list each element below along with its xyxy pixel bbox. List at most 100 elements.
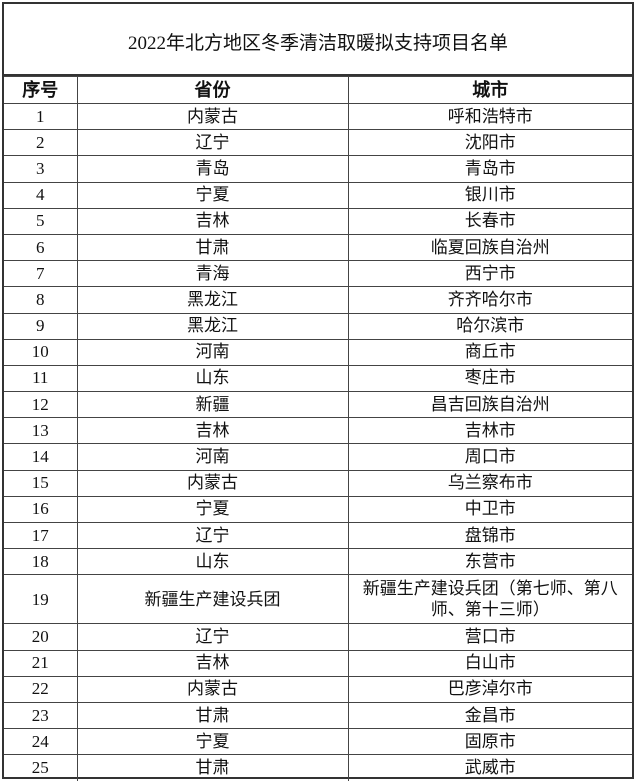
cell-province: 河南 (76, 443, 349, 471)
cell-city: 乌兰察布市 (347, 469, 632, 497)
cell-city: 吉林市 (347, 417, 632, 445)
cell-index: 10 (4, 338, 78, 366)
cell-index: 20 (4, 623, 78, 651)
cell-index: 21 (4, 649, 78, 677)
project-table: 序号 省份 城市 1 内蒙古 呼和浩特市 2 辽宁 沈阳市 3 青岛 青岛市 4 宁夏 银川市 5 吉林长… (4, 76, 632, 781)
table-row: 10 河南 商丘市 (4, 338, 632, 366)
cell-city: 固原市 (347, 728, 632, 756)
table-row: 6 甘肃 临夏回族自治州 (4, 233, 632, 262)
cell-city: 枣庄市 (347, 364, 632, 393)
header-city: 城市 (347, 76, 632, 104)
document-title: 2022年北方地区冬季清洁取暖拟支持项目名单 (4, 4, 632, 76)
table-row: 2 辽宁 沈阳市 (4, 129, 632, 157)
cell-index: 5 (4, 207, 78, 235)
cell-city: 长春市 (347, 207, 632, 235)
cell-city: 沈阳市 (347, 129, 632, 157)
cell-province: 内蒙古 (76, 469, 349, 497)
table-row: 19 新疆生产建设兵团 新疆生产建设兵团（第七师、第八师、第十三师） (4, 574, 632, 625)
cell-city: 武威市 (347, 754, 632, 781)
cell-city: 巴彦淖尔市 (347, 675, 632, 703)
cell-province: 河南 (76, 338, 349, 366)
table-row: 3 青岛 青岛市 (4, 155, 632, 183)
table-row: 20 辽宁 营口市 (4, 623, 632, 651)
table-row: 12 新疆 昌吉回族自治州 (4, 391, 632, 419)
cell-index: 24 (4, 728, 78, 756)
cell-province: 宁夏 (76, 181, 349, 209)
cell-index: 9 (4, 312, 78, 340)
table-row: 14 河南 周口市 (4, 443, 632, 471)
cell-index: 8 (4, 286, 78, 314)
cell-index: 3 (4, 155, 78, 183)
table-row: 5 吉林 长春市 (4, 207, 632, 235)
cell-index: 22 (4, 675, 78, 703)
table-row: 7 青海 西宁市 (4, 260, 632, 288)
header-province: 省份 (76, 76, 349, 104)
cell-province: 新疆 (76, 391, 349, 419)
cell-city: 哈尔滨市 (347, 312, 632, 340)
cell-city: 临夏回族自治州 (347, 233, 632, 262)
cell-city: 青岛市 (347, 155, 632, 183)
cell-province: 青岛 (76, 155, 349, 183)
cell-index: 23 (4, 701, 78, 730)
cell-province: 辽宁 (76, 129, 349, 157)
cell-city: 商丘市 (347, 338, 632, 366)
cell-index: 2 (4, 129, 78, 157)
table-row: 1 内蒙古 呼和浩特市 (4, 102, 632, 131)
table-row: 11 山东 枣庄市 (4, 364, 632, 393)
cell-city: 营口市 (347, 623, 632, 651)
cell-province: 内蒙古 (76, 102, 349, 131)
table-row: 25 甘肃 武威市 (4, 754, 632, 781)
cell-province: 新疆生产建设兵团 (76, 574, 349, 625)
cell-province: 青海 (76, 260, 349, 288)
cell-index: 4 (4, 181, 78, 209)
table-header-row: 序号 省份 城市 (4, 76, 632, 104)
table-row: 13 吉林 吉林市 (4, 417, 632, 445)
cell-city: 东营市 (347, 548, 632, 576)
cell-index: 16 (4, 495, 78, 524)
table-row: 22 内蒙古 巴彦淖尔市 (4, 675, 632, 703)
table-row: 23 甘肃 金昌市 (4, 701, 632, 730)
table-row: 15 内蒙古 乌兰察布市 (4, 469, 632, 497)
cell-index: 18 (4, 548, 78, 576)
cell-province: 甘肃 (76, 233, 349, 262)
cell-index: 25 (4, 754, 78, 781)
cell-province: 黑龙江 (76, 286, 349, 314)
table-row: 21 吉林 白山市 (4, 649, 632, 677)
cell-province: 山东 (76, 364, 349, 393)
cell-city: 新疆生产建设兵团（第七师、第八师、第十三师） (347, 574, 632, 625)
cell-city: 银川市 (347, 181, 632, 209)
cell-city: 齐齐哈尔市 (347, 286, 632, 314)
table-row: 24 宁夏 固原市 (4, 728, 632, 756)
cell-province: 甘肃 (76, 701, 349, 730)
table-row: 17 辽宁 盘锦市 (4, 521, 632, 550)
cell-index: 15 (4, 469, 78, 497)
cell-province: 辽宁 (76, 521, 349, 550)
cell-province: 内蒙古 (76, 675, 349, 703)
cell-index: 1 (4, 102, 78, 131)
table-row: 4 宁夏 银川市 (4, 181, 632, 209)
table-row: 9 黑龙江 哈尔滨市 (4, 312, 632, 340)
table-row: 16 宁夏 中卫市 (4, 495, 632, 524)
cell-index: 13 (4, 417, 78, 445)
cell-index: 7 (4, 260, 78, 288)
cell-index: 6 (4, 233, 78, 262)
cell-province: 宁夏 (76, 728, 349, 756)
cell-city: 金昌市 (347, 701, 632, 730)
cell-province: 黑龙江 (76, 312, 349, 340)
cell-index: 14 (4, 443, 78, 471)
cell-city: 周口市 (347, 443, 632, 471)
cell-province: 辽宁 (76, 623, 349, 651)
cell-province: 宁夏 (76, 495, 349, 524)
cell-city: 中卫市 (347, 495, 632, 524)
header-index: 序号 (4, 76, 78, 104)
cell-index: 17 (4, 521, 78, 550)
cell-province: 吉林 (76, 207, 349, 235)
cell-city: 西宁市 (347, 260, 632, 288)
table-row: 8 黑龙江 齐齐哈尔市 (4, 286, 632, 314)
cell-province: 山东 (76, 548, 349, 576)
cell-province: 吉林 (76, 417, 349, 445)
cell-province: 吉林 (76, 649, 349, 677)
cell-index: 12 (4, 391, 78, 419)
cell-city: 盘锦市 (347, 521, 632, 550)
